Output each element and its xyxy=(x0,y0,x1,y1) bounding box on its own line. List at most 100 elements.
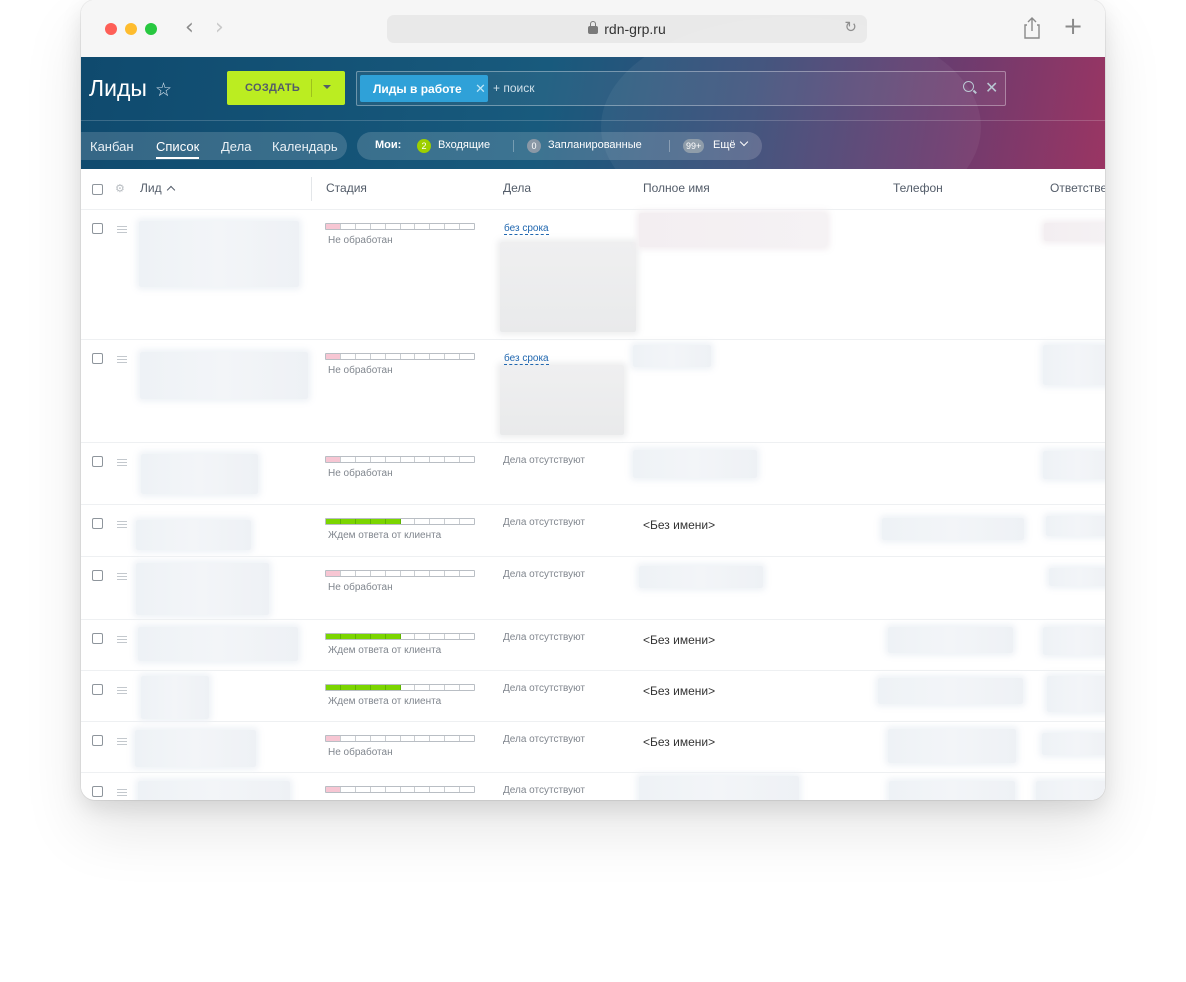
table-row[interactable]: Ждем ответа от клиента Дела отсутствуют <Б… xyxy=(81,619,1105,671)
stage-segment[interactable] xyxy=(401,457,416,462)
column-header-deals[interactable]: Дела xyxy=(503,181,532,195)
stage-segment[interactable] xyxy=(326,787,341,792)
stage-segment[interactable] xyxy=(430,224,446,229)
deal-deadline-link[interactable]: без срока xyxy=(504,353,549,365)
stage-segment[interactable] xyxy=(445,519,461,524)
forward-arrow-icon[interactable]: › xyxy=(215,15,224,40)
stage-progress-bar[interactable] xyxy=(325,353,475,360)
stage-segment[interactable] xyxy=(371,736,386,741)
stage-segment[interactable] xyxy=(386,736,401,741)
stage-segment[interactable] xyxy=(445,787,461,792)
stage-segment[interactable] xyxy=(401,634,416,639)
stage-segment[interactable] xyxy=(355,634,371,639)
stage-segment[interactable] xyxy=(460,571,474,576)
stage-segment[interactable] xyxy=(445,685,461,690)
stage-segment[interactable] xyxy=(445,634,461,639)
counter-planned[interactable]: Запланированные xyxy=(548,139,642,151)
drag-handle-icon[interactable] xyxy=(117,789,127,796)
stage-segment[interactable] xyxy=(460,634,474,639)
stage-segment[interactable] xyxy=(326,457,341,462)
stage-segment[interactable] xyxy=(430,787,446,792)
stage-segment[interactable] xyxy=(460,224,474,229)
stage-segment[interactable] xyxy=(415,457,431,462)
stage-segment[interactable] xyxy=(401,685,416,690)
stage-segment[interactable] xyxy=(445,224,461,229)
stage-segment[interactable] xyxy=(385,634,401,639)
stage-segment[interactable] xyxy=(340,685,356,690)
stage-progress-bar[interactable] xyxy=(325,735,475,742)
stage-progress-bar[interactable] xyxy=(325,223,475,230)
stage-segment[interactable] xyxy=(340,634,356,639)
stage-segment[interactable] xyxy=(356,736,371,741)
stage-segment[interactable] xyxy=(326,634,341,639)
filter-search-box[interactable]: Лиды в работе ✕ + поиск ✕ xyxy=(356,71,1006,106)
stage-segment[interactable] xyxy=(430,519,446,524)
stage-segment[interactable] xyxy=(386,571,401,576)
view-kanban[interactable]: Канбан xyxy=(90,139,134,154)
drag-handle-icon[interactable] xyxy=(117,459,127,466)
stage-progress-bar[interactable] xyxy=(325,684,475,691)
stage-segment[interactable] xyxy=(341,736,356,741)
stage-segment[interactable] xyxy=(430,354,446,359)
drag-handle-icon[interactable] xyxy=(117,636,127,643)
column-header-stage[interactable]: Стадия xyxy=(326,181,367,195)
stage-segment[interactable] xyxy=(415,354,431,359)
table-row[interactable]: Ждем ответа от клиента Дела отсутствуют <Б… xyxy=(81,504,1105,557)
view-calendar[interactable]: Календарь xyxy=(272,139,338,154)
stage-segment[interactable] xyxy=(340,519,356,524)
stage-segment[interactable] xyxy=(326,571,341,576)
drag-handle-icon[interactable] xyxy=(117,356,127,363)
table-row[interactable]: Не обработан Дела отсутствуют xyxy=(81,442,1105,505)
stage-progress-bar[interactable] xyxy=(325,456,475,463)
stage-segment[interactable] xyxy=(386,224,401,229)
stage-segment[interactable] xyxy=(430,634,446,639)
stage-segment[interactable] xyxy=(355,519,371,524)
row-checkbox[interactable] xyxy=(92,518,103,529)
stage-progress-bar[interactable] xyxy=(325,570,475,577)
stage-segment[interactable] xyxy=(430,685,446,690)
stage-segment[interactable] xyxy=(385,685,401,690)
share-icon[interactable] xyxy=(1021,16,1043,40)
stage-segment[interactable] xyxy=(370,519,386,524)
stage-segment[interactable] xyxy=(460,736,474,741)
close-window-button[interactable] xyxy=(105,23,117,35)
stage-segment[interactable] xyxy=(401,224,416,229)
stage-segment[interactable] xyxy=(326,519,341,524)
stage-segment[interactable] xyxy=(370,685,386,690)
stage-segment[interactable] xyxy=(401,354,416,359)
stage-segment[interactable] xyxy=(430,571,446,576)
stage-segment[interactable] xyxy=(430,736,446,741)
row-checkbox[interactable] xyxy=(92,456,103,467)
view-list[interactable]: Список xyxy=(156,139,200,159)
stage-segment[interactable] xyxy=(401,571,416,576)
stage-segment[interactable] xyxy=(445,571,461,576)
stage-segment[interactable] xyxy=(371,571,386,576)
stage-segment[interactable] xyxy=(415,634,431,639)
table-row[interactable]: Не обработан без срока xyxy=(81,339,1105,443)
stage-segment[interactable] xyxy=(341,571,356,576)
stage-segment[interactable] xyxy=(460,787,474,792)
stage-segment[interactable] xyxy=(415,685,431,690)
drag-handle-icon[interactable] xyxy=(117,573,127,580)
gear-icon[interactable]: ⚙ xyxy=(115,182,125,195)
stage-segment[interactable] xyxy=(401,787,416,792)
stage-segment[interactable] xyxy=(386,354,401,359)
stage-segment[interactable] xyxy=(401,736,416,741)
select-all-checkbox[interactable] xyxy=(92,184,103,195)
view-activities[interactable]: Дела xyxy=(221,139,252,154)
stage-segment[interactable] xyxy=(326,736,341,741)
row-checkbox[interactable] xyxy=(92,570,103,581)
column-header-responsible[interactable]: Ответстве xyxy=(1050,181,1105,195)
stage-segment[interactable] xyxy=(385,519,401,524)
stage-segment[interactable] xyxy=(460,457,474,462)
stage-segment[interactable] xyxy=(371,457,386,462)
stage-segment[interactable] xyxy=(415,787,431,792)
stage-segment[interactable] xyxy=(355,685,371,690)
drag-handle-icon[interactable] xyxy=(117,226,127,233)
row-checkbox[interactable] xyxy=(92,684,103,695)
stage-segment[interactable] xyxy=(341,224,356,229)
stage-segment[interactable] xyxy=(356,787,371,792)
stage-segment[interactable] xyxy=(356,457,371,462)
stage-segment[interactable] xyxy=(445,736,461,741)
stage-segment[interactable] xyxy=(415,736,431,741)
